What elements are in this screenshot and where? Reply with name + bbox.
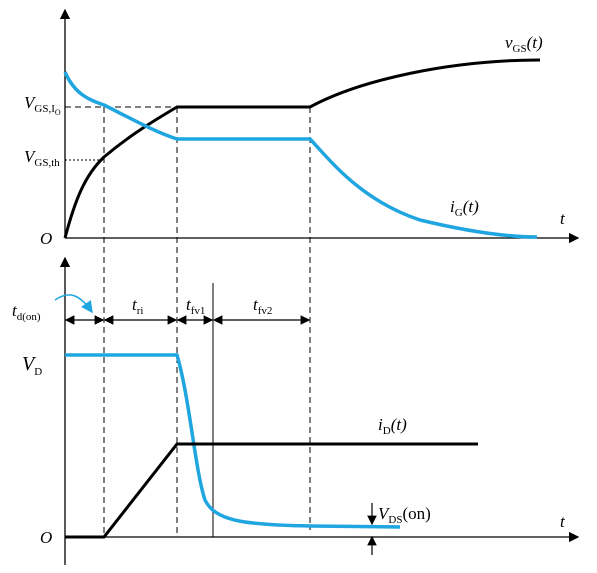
time-axis: t: [560, 209, 566, 228]
time-axis: t: [560, 512, 566, 531]
delay-pointer: [54, 294, 93, 314]
vgs-curve: [63, 58, 541, 239]
vgs-label: vGS(t): [505, 33, 543, 55]
interval-label: tri: [132, 295, 143, 317]
ig-label: iG(t): [450, 197, 479, 219]
vd-label: VD: [22, 353, 42, 378]
interval-label: tfv2: [253, 295, 272, 317]
interval-label: td(on): [12, 301, 41, 323]
interval-label: tfv1: [186, 295, 205, 317]
interval-arrows: [64, 315, 377, 555]
id-curve: [65, 442, 478, 539]
guide-lines: [65, 106, 311, 537]
vds-on-label: VDS(on): [378, 504, 431, 526]
threshold-label: VGS,th: [24, 147, 60, 169]
id-label: iD(t): [378, 415, 407, 437]
ig-curve: [63, 71, 538, 239]
origin: O: [40, 528, 52, 547]
origin: O: [40, 229, 52, 248]
labels: O t O t vGS(t) iG(t) VGS,IO VGS,th td(on…: [12, 33, 566, 547]
vds-curve: [65, 353, 401, 529]
axes: [59, 8, 580, 565]
plateau-label: VGS,IO: [24, 93, 61, 117]
